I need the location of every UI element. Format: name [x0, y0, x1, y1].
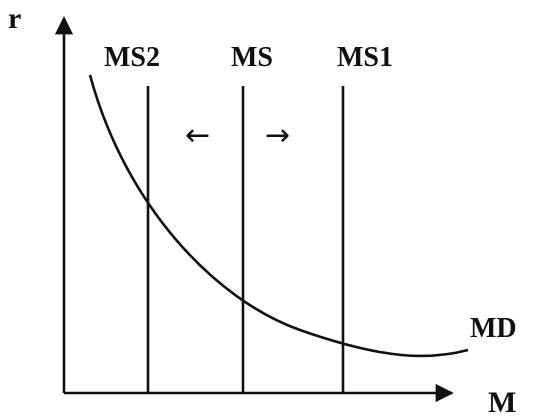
ms2-label: MS2	[104, 42, 160, 73]
md-curve	[88, 74, 469, 358]
y-axis-label: r	[8, 2, 21, 35]
shift-left-arrow: ←	[185, 118, 210, 153]
shift-right-arrow: →	[265, 118, 290, 153]
md-label: MD	[470, 313, 517, 344]
ms1-label: MS1	[337, 42, 393, 73]
ms-label: MS	[231, 42, 273, 73]
x-axis-label: M	[488, 386, 516, 417]
